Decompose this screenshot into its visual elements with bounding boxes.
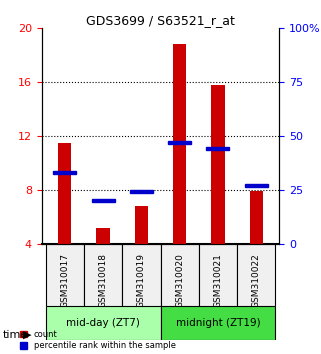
Text: mid-day (ZT7): mid-day (ZT7) [66,318,140,328]
FancyBboxPatch shape [46,306,160,340]
Bar [168,141,191,144]
Text: GSM310017: GSM310017 [60,253,69,308]
Bar [134,206,148,244]
Text: GSM310018: GSM310018 [99,253,108,308]
FancyBboxPatch shape [199,244,237,306]
Bar [245,184,268,187]
Bar [91,199,115,202]
Text: ▶: ▶ [23,330,31,339]
Bar [206,147,230,150]
Bar [211,85,225,244]
Text: GSM310020: GSM310020 [175,253,184,308]
Bar [96,228,110,244]
Bar [250,192,263,244]
FancyBboxPatch shape [237,244,275,306]
Legend: count, percentile rank within the sample: count, percentile rank within the sample [20,330,176,350]
FancyBboxPatch shape [46,244,84,306]
Text: midnight (ZT19): midnight (ZT19) [176,318,260,328]
FancyBboxPatch shape [160,306,275,340]
Bar [173,45,187,244]
Bar [58,143,71,244]
Text: GSM310019: GSM310019 [137,253,146,308]
Text: time: time [3,330,29,339]
FancyBboxPatch shape [122,244,160,306]
FancyBboxPatch shape [84,244,122,306]
Bar [53,171,76,174]
Text: GDS3699 / S63521_r_at: GDS3699 / S63521_r_at [86,14,235,27]
Text: GSM310022: GSM310022 [252,253,261,308]
FancyBboxPatch shape [160,244,199,306]
Text: GSM310021: GSM310021 [213,253,222,308]
Bar [130,190,153,193]
